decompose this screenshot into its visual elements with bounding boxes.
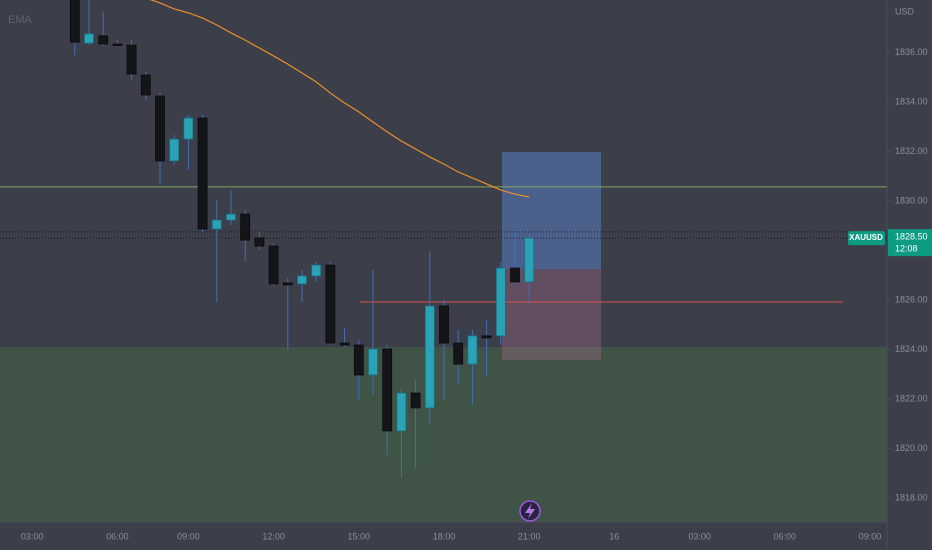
y-tick-label: 1820.00 bbox=[895, 443, 928, 453]
candle-body bbox=[197, 117, 208, 230]
y-tick-label: 1824.00 bbox=[895, 344, 928, 354]
candle-body bbox=[481, 335, 492, 339]
candle-body bbox=[368, 348, 378, 376]
candle-body bbox=[339, 342, 350, 346]
y-tick-label: 1832.00 bbox=[895, 146, 928, 156]
x-tick-label: 18:00 bbox=[433, 531, 456, 541]
candle-body bbox=[226, 213, 236, 221]
candle-body bbox=[254, 237, 265, 247]
x-tick-label: 16 bbox=[609, 531, 619, 541]
y-tick-label: 1836.00 bbox=[895, 47, 928, 57]
x-tick-label: 06:00 bbox=[774, 531, 797, 541]
plot-area bbox=[0, 0, 887, 522]
candle-body bbox=[211, 219, 222, 230]
candle-body bbox=[524, 237, 535, 283]
position-target bbox=[502, 151, 601, 270]
candle-body bbox=[297, 275, 307, 285]
candle-body bbox=[183, 117, 194, 140]
candle-body bbox=[353, 344, 364, 376]
candle-body bbox=[69, 0, 80, 43]
alert-icon[interactable] bbox=[519, 500, 541, 522]
ema-line bbox=[149, 0, 530, 198]
candle-body bbox=[382, 348, 393, 432]
x-tick-label: 03:00 bbox=[21, 531, 44, 541]
y-tick-label: 1826.00 bbox=[895, 294, 928, 304]
price-tag: XAUUSD 1828.50 12:08 bbox=[848, 229, 932, 257]
candle-body bbox=[169, 138, 180, 162]
candle-body bbox=[510, 267, 520, 283]
y-tick-label: 1818.00 bbox=[895, 492, 928, 502]
y-tick-label: 1830.00 bbox=[895, 195, 928, 205]
candle-body bbox=[126, 44, 137, 75]
candle-body bbox=[140, 74, 151, 96]
candle-body bbox=[155, 95, 165, 162]
currency-label: USD bbox=[895, 6, 915, 16]
candle-body bbox=[311, 264, 322, 277]
candle-body bbox=[467, 335, 478, 365]
candle-body bbox=[98, 35, 109, 45]
candle-body bbox=[495, 267, 506, 337]
x-tick-label: 09:00 bbox=[859, 531, 882, 541]
x-tick-label: 09:00 bbox=[177, 531, 200, 541]
x-tick-label: 21:00 bbox=[518, 531, 541, 541]
countdown-label: 12:08 bbox=[895, 243, 918, 253]
y-tick-label: 1822.00 bbox=[895, 393, 928, 403]
candle-body bbox=[424, 305, 435, 409]
candle-body bbox=[396, 392, 407, 432]
candle-body bbox=[282, 282, 293, 286]
x-tick-label: 12:00 bbox=[262, 531, 285, 541]
candle-body bbox=[84, 33, 94, 44]
last-price-bg bbox=[888, 229, 932, 257]
candle-body bbox=[453, 342, 464, 365]
x-tick-label: 06:00 bbox=[106, 531, 129, 541]
last-price-label: 1828.50 bbox=[895, 231, 928, 241]
symbol-tag: XAUUSD bbox=[849, 233, 883, 242]
candle-body bbox=[410, 392, 421, 409]
x-tick-label: 15:00 bbox=[348, 531, 371, 541]
symbol-tag-bg bbox=[848, 231, 885, 246]
indicator-label: EMA bbox=[8, 14, 33, 26]
candle-body bbox=[112, 43, 123, 46]
position-stop bbox=[502, 269, 601, 360]
candle-body bbox=[439, 305, 449, 344]
candle-body bbox=[268, 245, 279, 285]
candle-body bbox=[240, 213, 251, 241]
x-tick-label: 03:00 bbox=[688, 531, 711, 541]
candle-body bbox=[325, 264, 336, 344]
y-tick-label: 1834.00 bbox=[895, 96, 928, 106]
